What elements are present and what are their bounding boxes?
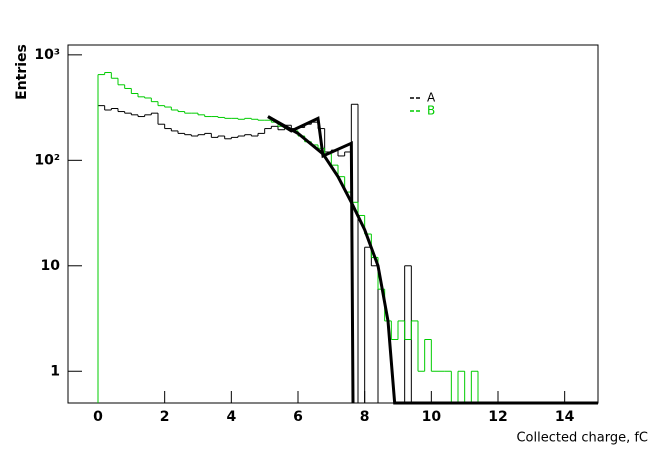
x-axis-label: Collected charge, fC — [516, 431, 648, 446]
frame — [67, 44, 599, 404]
x-tick-label: 6 — [293, 409, 303, 425]
x-tick-label: 0 — [93, 409, 103, 425]
legend-label: A — [427, 91, 436, 105]
legend-label: B — [427, 104, 435, 118]
y-tick-label: 10² — [34, 152, 60, 168]
x-tick-label: 8 — [360, 409, 370, 425]
y-axis-label: Entries — [14, 44, 30, 100]
x-tick-label: 4 — [226, 409, 236, 425]
fit-curve — [267, 115, 598, 405]
y-tick-label: 10 — [41, 258, 61, 274]
x-tick-label: 12 — [488, 409, 507, 425]
x-tick-label: 14 — [555, 409, 575, 425]
x-tick-label: 10 — [422, 409, 442, 425]
y-tick-label: 10³ — [34, 47, 60, 63]
x-tick-label: 2 — [160, 409, 170, 425]
y-tick-label: 1 — [50, 363, 60, 379]
